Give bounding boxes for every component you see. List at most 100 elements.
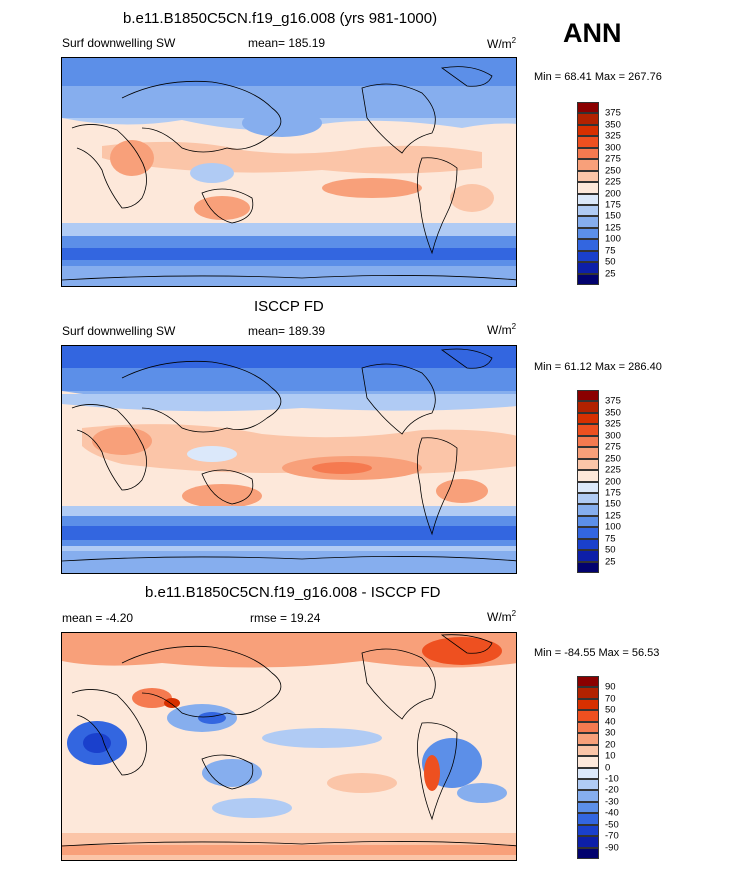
colorbar: 90 70 50 40 30 20 10 0 -10 -20 -30 -40 -50 -70 -90 xyxy=(577,676,619,859)
colorbar-swatch xyxy=(577,756,599,768)
colorbar-swatch xyxy=(577,262,599,274)
colorbar-swatch xyxy=(577,813,599,825)
colorbar-tick-label: 125 xyxy=(605,222,621,234)
colorbar-swatch xyxy=(577,159,599,171)
colorbar-tick-label: 375 xyxy=(605,395,621,407)
colorbar-swatch xyxy=(577,412,599,425)
colorbar-swatch xyxy=(577,136,599,148)
units-label: W/m2 xyxy=(487,609,517,624)
colorbar-tick-label: 25 xyxy=(605,268,616,280)
colorbar-swatch xyxy=(577,527,599,539)
colorbar-swatch xyxy=(577,424,599,436)
colorbar-swatch xyxy=(577,170,599,183)
panel-title: b.e11.B1850C5CN.f19_g16.008 (yrs 981-100… xyxy=(123,10,438,27)
colorbar-swatch xyxy=(577,687,599,699)
colorbar-swatch xyxy=(577,216,599,228)
colorbar-swatch xyxy=(577,744,599,757)
minmax-label: Min = 68.41 Max = 267.76 xyxy=(534,71,662,83)
colorbar-swatch xyxy=(577,147,599,160)
colorbar-swatch xyxy=(577,435,599,448)
colorbar-tick-label: 100 xyxy=(605,233,621,245)
colorbar-swatch xyxy=(577,847,599,859)
variable-label: Surf downwelling SW xyxy=(62,324,176,338)
colorbar-swatch xyxy=(577,113,599,125)
minmax-label: Min = 61.12 Max = 286.40 xyxy=(534,361,662,373)
units-label: W/m2 xyxy=(487,322,517,337)
variable-label: Surf downwelling SW xyxy=(62,36,176,50)
colorbar-tick-label: 275 xyxy=(605,441,621,453)
colorbar-swatch xyxy=(577,492,599,505)
colorbar-tick-label: 50 xyxy=(605,256,616,268)
colorbar-tick-label: 20 xyxy=(605,739,616,751)
colorbar-tick-label: 325 xyxy=(605,130,621,142)
colorbar-tick-label: -10 xyxy=(605,773,619,785)
colorbar-tick-label: -90 xyxy=(605,842,619,854)
colorbar-tick-label: 225 xyxy=(605,176,621,188)
colorbar: 375 350 325 300 275 250 225 200 175 150 125 100 75 50… xyxy=(577,390,621,573)
colorbar-tick-label: 150 xyxy=(605,210,621,222)
colorbar-tick-label: 10 xyxy=(605,750,616,762)
colorbar-tick-label: 350 xyxy=(605,407,621,419)
colorbar-tick-label: 50 xyxy=(605,544,616,556)
colorbar-swatch xyxy=(577,721,599,734)
colorbar-swatch xyxy=(577,447,599,459)
colorbar-tick-label: -40 xyxy=(605,807,619,819)
colorbar-tick-label: 175 xyxy=(605,199,621,211)
colorbar-tick-label: 100 xyxy=(605,521,621,533)
colorbar-tick-label: 200 xyxy=(605,476,621,487)
colorbar-swatch xyxy=(577,481,599,493)
colorbar-swatch xyxy=(577,504,599,516)
mean-label: mean= 185.19 xyxy=(248,36,326,50)
colorbar-swatch xyxy=(577,390,599,402)
colorbar-swatch xyxy=(577,102,599,114)
colorbar-tick-label: 75 xyxy=(605,533,616,545)
colorbar-tick-label: 150 xyxy=(605,498,621,510)
colorbar-swatch xyxy=(577,733,599,745)
colorbar-swatch xyxy=(577,550,599,562)
colorbar-tick-label: 50 xyxy=(605,704,616,716)
mean-label: mean= 189.39 xyxy=(248,324,326,338)
colorbar-swatch xyxy=(577,836,599,848)
colorbar-swatch xyxy=(577,515,599,528)
colorbar-swatch xyxy=(577,801,599,814)
colorbar-tick-label: 225 xyxy=(605,464,621,476)
colorbar-tick-label: 90 xyxy=(605,681,616,693)
colorbar-swatch xyxy=(577,204,599,217)
colorbar-tick-label: 125 xyxy=(605,510,621,522)
colorbar-swatch xyxy=(577,538,599,551)
colorbar-tick-label: 250 xyxy=(605,453,621,465)
colorbar-swatch xyxy=(577,824,599,837)
colorbar-tick-label: 300 xyxy=(605,430,621,442)
colorbar-swatch xyxy=(577,470,599,482)
colorbar-swatch xyxy=(577,227,599,240)
colorbar-tick-label: 200 xyxy=(605,188,621,199)
colorbar-tick-label: -20 xyxy=(605,784,619,796)
colorbar-tick-label: -30 xyxy=(605,796,619,808)
colorbar-swatch xyxy=(577,250,599,263)
colorbar-swatch xyxy=(577,710,599,722)
colorbar-tick-label: 0 xyxy=(605,762,611,773)
colorbar-swatch xyxy=(577,676,599,688)
colorbar-tick-label: 175 xyxy=(605,487,621,499)
colorbar-swatch xyxy=(577,698,599,711)
colorbar-swatch xyxy=(577,458,599,471)
colorbar-swatch xyxy=(577,401,599,413)
colorbar-tick-label: 300 xyxy=(605,142,621,154)
colorbar-tick-label: 70 xyxy=(605,693,616,705)
colorbar-swatch xyxy=(577,239,599,251)
colorbar-swatch xyxy=(577,193,599,205)
colorbar-tick-label: 325 xyxy=(605,418,621,430)
colorbar-tick-label: -70 xyxy=(605,830,619,842)
colorbar-tick-label: 25 xyxy=(605,556,616,568)
colorbar: 375 350 325 300 275 250 225 200 175 150 125 100 75 50… xyxy=(577,102,621,285)
map-plot xyxy=(61,632,517,861)
colorbar-tick-label: 40 xyxy=(605,716,616,728)
map-plot xyxy=(61,345,517,574)
colorbar-swatch xyxy=(577,273,599,285)
colorbar-tick-label: 275 xyxy=(605,153,621,165)
rmse-label: rmse = 19.24 xyxy=(250,611,321,625)
colorbar-tick-label: -50 xyxy=(605,819,619,831)
colorbar-tick-label: 375 xyxy=(605,107,621,119)
season-label: ANN xyxy=(563,18,622,48)
colorbar-tick-label: 75 xyxy=(605,245,616,257)
